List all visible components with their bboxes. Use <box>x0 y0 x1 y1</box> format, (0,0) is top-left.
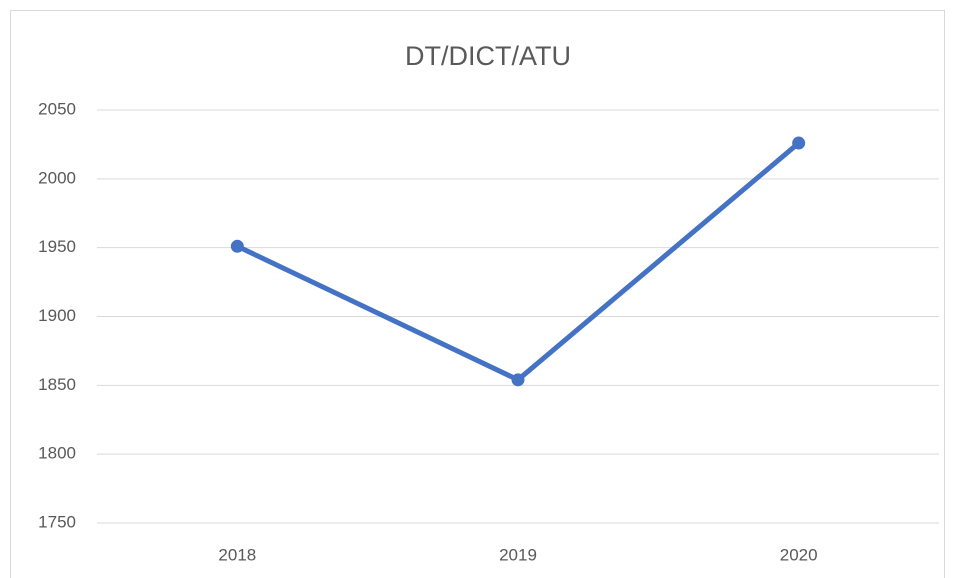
x-tick-label: 2019 <box>499 545 537 564</box>
chart-title: DT/DICT/ATU <box>405 41 571 71</box>
y-tick-label: 1900 <box>38 306 76 325</box>
y-tick-label: 1850 <box>38 375 76 394</box>
marker <box>230 239 244 253</box>
marker <box>792 136 806 150</box>
x-tick-label: 2020 <box>780 545 818 564</box>
y-tick-label: 2050 <box>38 99 76 118</box>
chart-border <box>10 10 945 578</box>
marker <box>511 373 525 387</box>
y-tick-label: 1950 <box>38 237 76 256</box>
y-tick-label: 1750 <box>38 512 76 531</box>
y-tick-label: 2000 <box>38 168 76 187</box>
x-tick-label: 2018 <box>218 545 256 564</box>
y-tick-label: 1800 <box>38 444 76 463</box>
